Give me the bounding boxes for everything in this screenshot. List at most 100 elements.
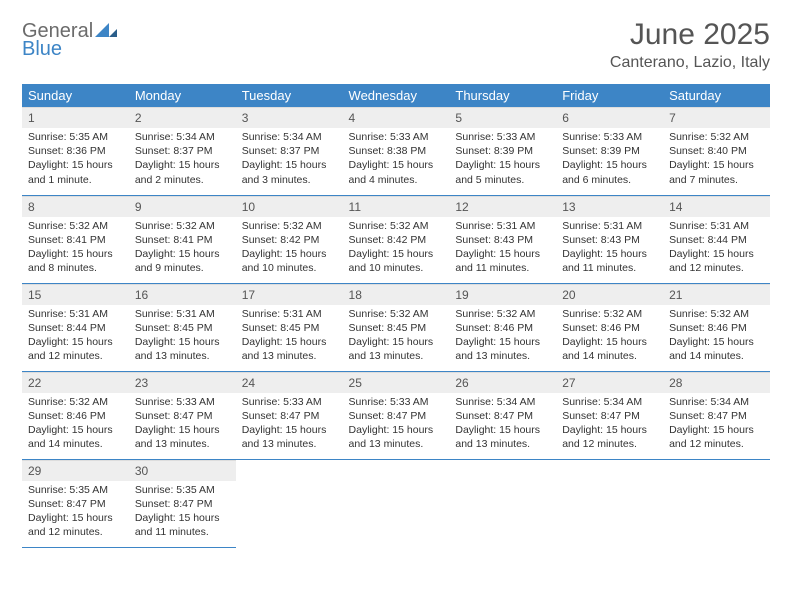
calendar-row: 29Sunrise: 5:35 AMSunset: 8:47 PMDayligh…: [22, 459, 770, 547]
weekday-header: Sunday: [22, 84, 129, 107]
day-number: 28: [663, 372, 770, 393]
daylight-line: Daylight: 15 hours and 13 minutes.: [349, 424, 434, 450]
day-content: Sunrise: 5:34 AMSunset: 8:47 PMDaylight:…: [663, 393, 770, 456]
day-content: Sunrise: 5:31 AMSunset: 8:45 PMDaylight:…: [129, 305, 236, 368]
day-content: Sunrise: 5:31 AMSunset: 8:44 PMDaylight:…: [22, 305, 129, 368]
calendar-cell: 17Sunrise: 5:31 AMSunset: 8:45 PMDayligh…: [236, 283, 343, 371]
weekday-header: Monday: [129, 84, 236, 107]
sunset-line: Sunset: 8:41 PM: [135, 234, 213, 246]
sunrise-line: Sunrise: 5:33 AM: [242, 396, 322, 408]
day-number: 5: [449, 107, 556, 128]
day-content: Sunrise: 5:34 AMSunset: 8:37 PMDaylight:…: [236, 128, 343, 191]
logo: General Blue: [22, 22, 117, 58]
day-content: Sunrise: 5:33 AMSunset: 8:47 PMDaylight:…: [236, 393, 343, 456]
day-number: 19: [449, 284, 556, 305]
day-number: 16: [129, 284, 236, 305]
day-number: 25: [343, 372, 450, 393]
day-number: 3: [236, 107, 343, 128]
calendar-cell: 21Sunrise: 5:32 AMSunset: 8:46 PMDayligh…: [663, 283, 770, 371]
calendar-cell: 13Sunrise: 5:31 AMSunset: 8:43 PMDayligh…: [556, 195, 663, 283]
day-number: 13: [556, 196, 663, 217]
calendar-cell: 1Sunrise: 5:35 AMSunset: 8:36 PMDaylight…: [22, 107, 129, 195]
calendar-cell: 27Sunrise: 5:34 AMSunset: 8:47 PMDayligh…: [556, 371, 663, 459]
weekday-header: Wednesday: [343, 84, 450, 107]
sunset-line: Sunset: 8:46 PM: [669, 322, 747, 334]
day-number: 4: [343, 107, 450, 128]
calendar-cell: [343, 459, 450, 547]
daylight-line: Daylight: 15 hours and 4 minutes.: [349, 159, 434, 185]
weekday-header: Saturday: [663, 84, 770, 107]
day-number: 24: [236, 372, 343, 393]
sunset-line: Sunset: 8:46 PM: [455, 322, 533, 334]
sunrise-line: Sunrise: 5:31 AM: [242, 308, 322, 320]
calendar-cell: 24Sunrise: 5:33 AMSunset: 8:47 PMDayligh…: [236, 371, 343, 459]
sunrise-line: Sunrise: 5:32 AM: [455, 308, 535, 320]
weekday-header: Tuesday: [236, 84, 343, 107]
day-number: 17: [236, 284, 343, 305]
day-number: 29: [22, 460, 129, 481]
sunrise-line: Sunrise: 5:35 AM: [28, 131, 108, 143]
daylight-line: Daylight: 15 hours and 13 minutes.: [135, 336, 220, 362]
sunrise-line: Sunrise: 5:33 AM: [135, 396, 215, 408]
daylight-line: Daylight: 15 hours and 12 minutes.: [28, 336, 113, 362]
sunrise-line: Sunrise: 5:31 AM: [562, 220, 642, 232]
day-content: Sunrise: 5:33 AMSunset: 8:47 PMDaylight:…: [129, 393, 236, 456]
calendar-cell: 2Sunrise: 5:34 AMSunset: 8:37 PMDaylight…: [129, 107, 236, 195]
day-content: Sunrise: 5:33 AMSunset: 8:39 PMDaylight:…: [449, 128, 556, 191]
page-header: General Blue June 2025 Canterano, Lazio,…: [22, 18, 770, 72]
day-content: Sunrise: 5:32 AMSunset: 8:46 PMDaylight:…: [449, 305, 556, 368]
calendar-cell: [663, 459, 770, 547]
sunrise-line: Sunrise: 5:32 AM: [28, 396, 108, 408]
calendar-cell: 22Sunrise: 5:32 AMSunset: 8:46 PMDayligh…: [22, 371, 129, 459]
sunset-line: Sunset: 8:47 PM: [135, 498, 213, 510]
day-number: 10: [236, 196, 343, 217]
day-number: 12: [449, 196, 556, 217]
calendar-cell: 8Sunrise: 5:32 AMSunset: 8:41 PMDaylight…: [22, 195, 129, 283]
weekday-header: Thursday: [449, 84, 556, 107]
day-content: Sunrise: 5:35 AMSunset: 8:47 PMDaylight:…: [22, 481, 129, 544]
daylight-line: Daylight: 15 hours and 11 minutes.: [135, 512, 220, 538]
calendar-cell: 5Sunrise: 5:33 AMSunset: 8:39 PMDaylight…: [449, 107, 556, 195]
calendar-cell: 19Sunrise: 5:32 AMSunset: 8:46 PMDayligh…: [449, 283, 556, 371]
calendar-cell: 11Sunrise: 5:32 AMSunset: 8:42 PMDayligh…: [343, 195, 450, 283]
day-content: Sunrise: 5:32 AMSunset: 8:42 PMDaylight:…: [343, 217, 450, 280]
calendar-cell: 7Sunrise: 5:32 AMSunset: 8:40 PMDaylight…: [663, 107, 770, 195]
day-number: 15: [22, 284, 129, 305]
sunrise-line: Sunrise: 5:34 AM: [562, 396, 642, 408]
sunrise-line: Sunrise: 5:31 AM: [669, 220, 749, 232]
sunrise-line: Sunrise: 5:31 AM: [28, 308, 108, 320]
day-content: Sunrise: 5:31 AMSunset: 8:43 PMDaylight:…: [449, 217, 556, 280]
sunset-line: Sunset: 8:47 PM: [562, 410, 640, 422]
calendar-cell: 4Sunrise: 5:33 AMSunset: 8:38 PMDaylight…: [343, 107, 450, 195]
day-number: 18: [343, 284, 450, 305]
calendar-row: 8Sunrise: 5:32 AMSunset: 8:41 PMDaylight…: [22, 195, 770, 283]
daylight-line: Daylight: 15 hours and 6 minutes.: [562, 159, 647, 185]
day-content: Sunrise: 5:35 AMSunset: 8:36 PMDaylight:…: [22, 128, 129, 191]
daylight-line: Daylight: 15 hours and 5 minutes.: [455, 159, 540, 185]
sunrise-line: Sunrise: 5:33 AM: [349, 131, 429, 143]
calendar-table: SundayMondayTuesdayWednesdayThursdayFrid…: [22, 84, 770, 548]
sunset-line: Sunset: 8:36 PM: [28, 145, 106, 157]
sunset-line: Sunset: 8:42 PM: [242, 234, 320, 246]
day-number: 14: [663, 196, 770, 217]
day-number: 11: [343, 196, 450, 217]
calendar-cell: 6Sunrise: 5:33 AMSunset: 8:39 PMDaylight…: [556, 107, 663, 195]
sunset-line: Sunset: 8:41 PM: [28, 234, 106, 246]
daylight-line: Daylight: 15 hours and 14 minutes.: [669, 336, 754, 362]
daylight-line: Daylight: 15 hours and 13 minutes.: [242, 336, 327, 362]
daylight-line: Daylight: 15 hours and 13 minutes.: [455, 424, 540, 450]
calendar-cell: 15Sunrise: 5:31 AMSunset: 8:44 PMDayligh…: [22, 283, 129, 371]
sunset-line: Sunset: 8:47 PM: [455, 410, 533, 422]
sunset-line: Sunset: 8:45 PM: [135, 322, 213, 334]
calendar-cell: 9Sunrise: 5:32 AMSunset: 8:41 PMDaylight…: [129, 195, 236, 283]
day-content: Sunrise: 5:33 AMSunset: 8:47 PMDaylight:…: [343, 393, 450, 456]
day-number: 1: [22, 107, 129, 128]
month-title: June 2025: [610, 18, 770, 52]
calendar-header-row: SundayMondayTuesdayWednesdayThursdayFrid…: [22, 84, 770, 107]
sunset-line: Sunset: 8:39 PM: [562, 145, 640, 157]
calendar-cell: [449, 459, 556, 547]
calendar-cell: 30Sunrise: 5:35 AMSunset: 8:47 PMDayligh…: [129, 459, 236, 547]
day-number: 8: [22, 196, 129, 217]
sunrise-line: Sunrise: 5:35 AM: [135, 484, 215, 496]
day-number: 2: [129, 107, 236, 128]
